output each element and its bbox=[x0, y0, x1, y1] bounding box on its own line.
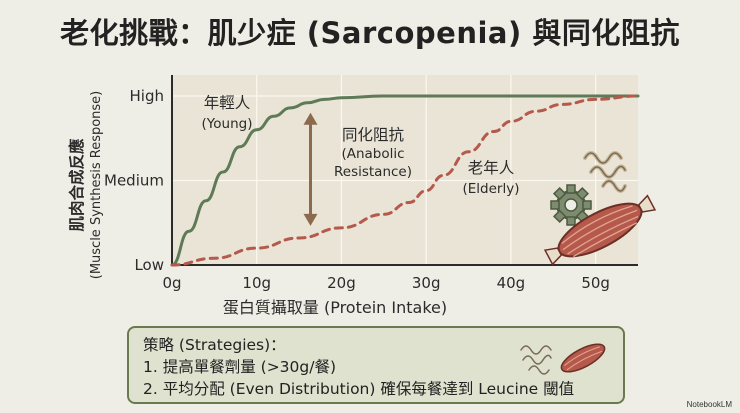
muscle-icon bbox=[560, 343, 606, 373]
annotation-arrow-head-down bbox=[303, 213, 318, 226]
annotation-text-2: (Anabolic bbox=[341, 146, 404, 162]
x-tick-label: 30g bbox=[412, 274, 441, 292]
protein-strands-icon bbox=[520, 345, 552, 375]
series-label-elderly: 老年人 bbox=[468, 159, 515, 177]
series-line-elderly bbox=[170, 94, 640, 267]
x-tick-label: 10g bbox=[242, 274, 271, 292]
y-axis-title-line2: (Muscle Synthesis Response) bbox=[89, 91, 104, 280]
series-label-young-sub: (Young) bbox=[202, 116, 253, 132]
strategy-illustration bbox=[520, 343, 606, 375]
y-tick-label: Low bbox=[134, 256, 164, 274]
muscle-icon bbox=[543, 194, 657, 266]
strategy-box: 策略 (Strategies)： 1. 提高單餐劑量 (>30g/餐) 2. 平… bbox=[127, 326, 625, 404]
x-tick-label: 40g bbox=[497, 274, 526, 292]
annotation-arrow-head-up bbox=[303, 112, 318, 125]
y-tick-label: Medium bbox=[104, 172, 164, 190]
labels-layer: 0g 10g 20g 30g 40g 50g Low Medium High 蛋白質攝取量 (Pr… bbox=[67, 87, 610, 317]
x-tick-label: 50g bbox=[581, 274, 610, 292]
x-tick-label: 0g bbox=[162, 274, 181, 292]
strategy-heading: 策略 (Strategies)： bbox=[143, 336, 286, 354]
x-axis-title: 蛋白質攝取量 (Protein Intake) bbox=[223, 298, 447, 317]
icons-layer bbox=[543, 151, 657, 266]
strategy-item-1: 1. 提高單餐劑量 (>30g/餐) bbox=[143, 358, 337, 376]
axes bbox=[171, 75, 638, 266]
y-axis-title-line1: 肌肉合成反應 bbox=[67, 138, 86, 232]
gear-icon bbox=[550, 184, 592, 226]
series-label-elderly-sub: (Elderly) bbox=[463, 181, 520, 197]
series-label-young: 年輕人 bbox=[204, 94, 251, 112]
watermark: NotebookLM bbox=[686, 400, 732, 409]
protein-strands-icon bbox=[583, 151, 627, 193]
series-layer bbox=[170, 94, 640, 267]
page-title: 老化挑戰：肌少症 (Sarcopenia) 與同化阻抗 bbox=[60, 16, 680, 50]
x-tick-label: 20g bbox=[327, 274, 356, 292]
plot-background bbox=[172, 75, 638, 265]
series-line-young bbox=[170, 94, 640, 267]
annotation-text-1: 同化阻抗 bbox=[342, 126, 404, 144]
y-axis-title: 肌肉合成反應 (Muscle Synthesis Response) bbox=[67, 91, 104, 280]
annotation-text-3: Resistance) bbox=[334, 164, 412, 180]
strategy-item-2: 2. 平均分配 (Even Distribution) 確保每餐達到 Leuci… bbox=[143, 380, 575, 398]
y-tick-label: High bbox=[130, 87, 164, 105]
